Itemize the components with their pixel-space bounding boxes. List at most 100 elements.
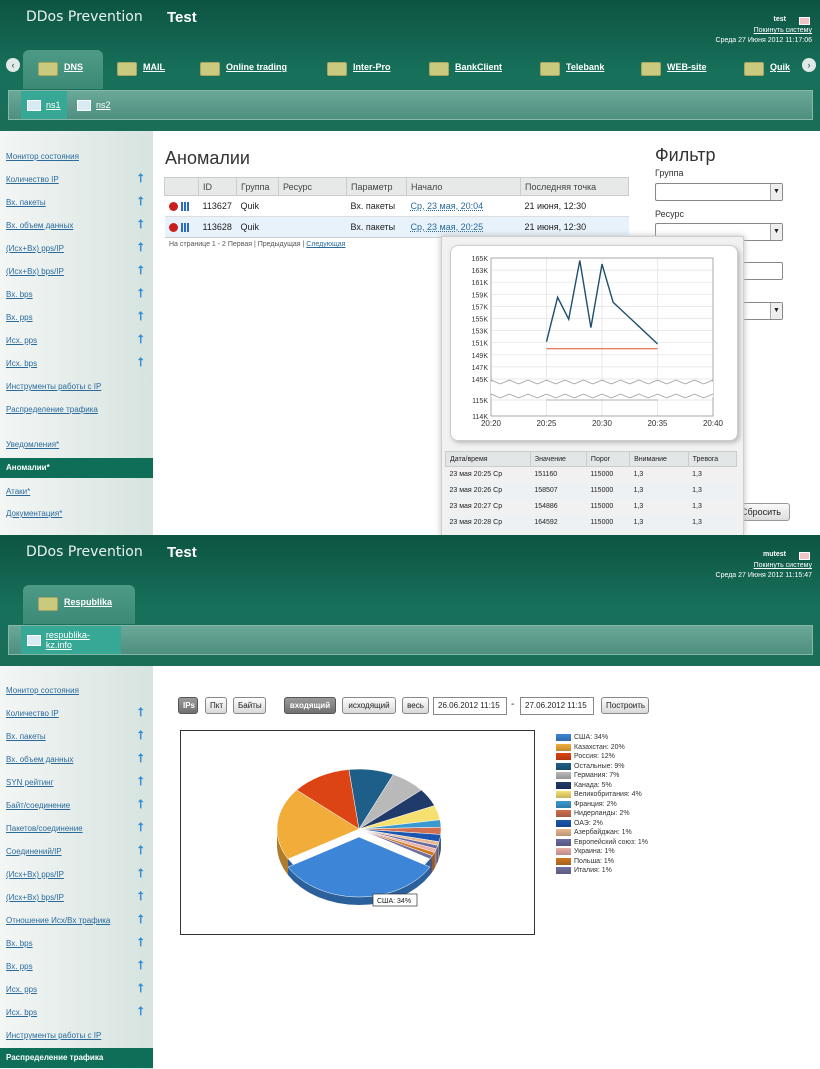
mail-icon[interactable] [799,552,810,560]
incoming-button[interactable]: входящий [284,697,336,714]
sidebar-item[interactable]: Отношение Исх/Вх трафика [6,916,111,925]
logout-link[interactable]: Покинуть систему [753,562,812,569]
sidebar-item[interactable]: Пакетов/соединение [6,824,83,833]
sidebar-item-traffic-distribution[interactable]: Распределение трафика [0,1048,153,1068]
start-link[interactable]: Ср, 23 мая, 20:25 [410,222,484,232]
sidebar-item[interactable]: Вх. pps [6,962,33,971]
sidebar-item[interactable]: (Исх+Вх) bps/IP [6,267,64,276]
arrow-up-icon[interactable]: ⭡ [138,705,144,719]
arrow-up-icon[interactable]: ⭡ [138,309,144,323]
arrow-up-icon[interactable]: ⭡ [138,263,144,277]
sidebar-item[interactable]: (Исх+Вх) bps/IP [6,893,64,902]
group-select[interactable]: ▼ [655,183,783,201]
arrow-up-icon[interactable]: ⭡ [138,240,144,254]
arrow-up-icon[interactable]: ⭡ [138,171,144,185]
scroll-right-icon[interactable]: › [802,58,816,72]
next-page-link[interactable]: Следующая [306,241,346,248]
build-button[interactable]: Построить [601,697,649,714]
arrow-up-icon[interactable]: ⭡ [138,843,144,857]
sidebar-item[interactable]: Исх. pps [6,985,38,994]
arrow-up-icon[interactable]: ⭡ [138,332,144,346]
outgoing-button[interactable]: исходящий [342,697,396,714]
arrow-up-icon[interactable]: ⭡ [138,912,144,926]
scroll-left-icon[interactable]: ‹ [6,58,20,72]
sidebar-item[interactable]: Вх. bps [6,939,33,948]
arrow-up-icon[interactable]: ⭡ [138,728,144,742]
date-from-input[interactable]: 26.06.2012 11:15 [433,697,507,715]
sidebar-item[interactable]: Вх. пакеты [6,198,46,207]
tab-dns[interactable]: DNS [23,50,103,89]
sidebar-item[interactable]: Инструменты работы с IP [6,382,102,391]
logout-link[interactable]: Покинуть систему [753,27,812,34]
tab-telebank[interactable]: Telebank [540,50,604,89]
table-row[interactable]: 113627 Quik Вх. пакеты Ср, 23 мая, 20:04… [164,195,629,217]
pie-slice [358,828,437,853]
sidebar-item[interactable]: Исх. bps [6,359,38,368]
col-last[interactable]: Последняя точка [520,177,629,196]
arrow-up-icon[interactable]: ⭡ [138,889,144,903]
col-start[interactable]: Начало [406,177,521,196]
col-id[interactable]: ID [198,177,237,196]
chart-icon[interactable] [180,223,190,233]
subtab-ns1[interactable]: ns1 [21,91,67,119]
subtab-respublika-kz[interactable]: respublika-kz.info [21,626,121,654]
arrow-up-icon[interactable]: ⭡ [138,935,144,949]
start-link[interactable]: Ср, 23 мая, 20:04 [410,201,484,211]
col-param[interactable]: Параметр [346,177,407,196]
tab-respublika[interactable]: Respublika [23,585,135,624]
date-to-input[interactable]: 27.06.2012 11:15 [520,697,594,715]
sidebar-item[interactable]: Вх. bps [6,290,33,299]
sidebar-item[interactable]: Инструменты работы с IP [6,1031,102,1040]
sidebar-item[interactable]: Вх. объем данных [6,755,74,764]
sidebar-item[interactable]: Монитор состояния [6,686,79,695]
arrow-up-icon[interactable]: ⭡ [138,751,144,765]
all-button[interactable]: весь [402,697,429,714]
col-group[interactable]: Группа [236,177,279,196]
tab-label: MAIL [143,62,165,72]
arrow-up-icon[interactable]: ⭡ [138,774,144,788]
arrow-up-icon[interactable]: ⭡ [138,820,144,834]
packets-button[interactable]: Пкт [205,697,227,714]
mail-icon[interactable] [799,17,810,25]
sidebar-item[interactable]: Количество IP [6,709,59,718]
sidebar-item[interactable]: Байт/соединение [6,801,71,810]
chart-icon[interactable] [180,202,190,212]
arrow-up-icon[interactable]: ⭡ [138,866,144,880]
y-tick-label: 157K [472,304,489,311]
sidebar-item[interactable]: Вх. pps [6,313,33,322]
sidebar-item[interactable]: (Исх+Вх) pps/IP [6,870,64,879]
sidebar-item[interactable]: Исх. bps [6,1008,38,1017]
tab-inter-pro[interactable]: Inter-Pro [327,50,391,89]
sidebar-item[interactable]: Соединений/IP [6,847,62,856]
sidebar-item-anomalies[interactable]: Аномалии* [0,458,153,478]
table-row[interactable]: 113628 Quik Вх. пакеты Ср, 23 мая, 20:25… [164,216,629,238]
arrow-up-icon[interactable]: ⭡ [138,355,144,369]
sidebar-item[interactable]: Исх. pps [6,336,38,345]
sidebar-item[interactable]: Вх. пакеты [6,732,46,741]
sidebar-item-docs[interactable]: Документация* [6,509,63,518]
sidebar-item[interactable]: Количество IP [6,175,59,184]
tab-mail[interactable]: MAIL [117,50,165,89]
sidebar-item-notifications[interactable]: Уведомления* [6,440,60,449]
ips-button[interactable]: IPs [178,697,198,714]
arrow-up-icon[interactable]: ⭡ [138,217,144,231]
arrow-up-icon[interactable]: ⭡ [138,194,144,208]
tab-bankclient[interactable]: BankClient [429,50,502,89]
arrow-up-icon[interactable]: ⭡ [138,797,144,811]
sidebar-item[interactable]: Распределение трафика [6,405,98,414]
sidebar-item[interactable]: SYN рейтинг [6,778,54,787]
tab-web-site[interactable]: WEB-site [641,50,707,89]
subtab-ns2[interactable]: ns2 [71,91,117,119]
tab-online-trading[interactable]: Online trading [200,50,287,89]
arrow-up-icon[interactable]: ⭡ [138,286,144,300]
sidebar-item[interactable]: Монитор состояния [6,152,79,161]
arrow-up-icon[interactable]: ⭡ [138,958,144,972]
arrow-up-icon[interactable]: ⭡ [138,981,144,995]
col-resource[interactable]: Ресурс [278,177,347,196]
sidebar-item[interactable]: Вх. объем данных [6,221,74,230]
sidebar-item[interactable]: (Исх+Вх) pps/IP [6,244,64,253]
tab-quik[interactable]: Quik [744,50,790,89]
bytes-button[interactable]: Байты [233,697,266,714]
arrow-up-icon[interactable]: ⭡ [138,1004,144,1018]
sidebar-item-attacks[interactable]: Атаки* [6,487,31,496]
